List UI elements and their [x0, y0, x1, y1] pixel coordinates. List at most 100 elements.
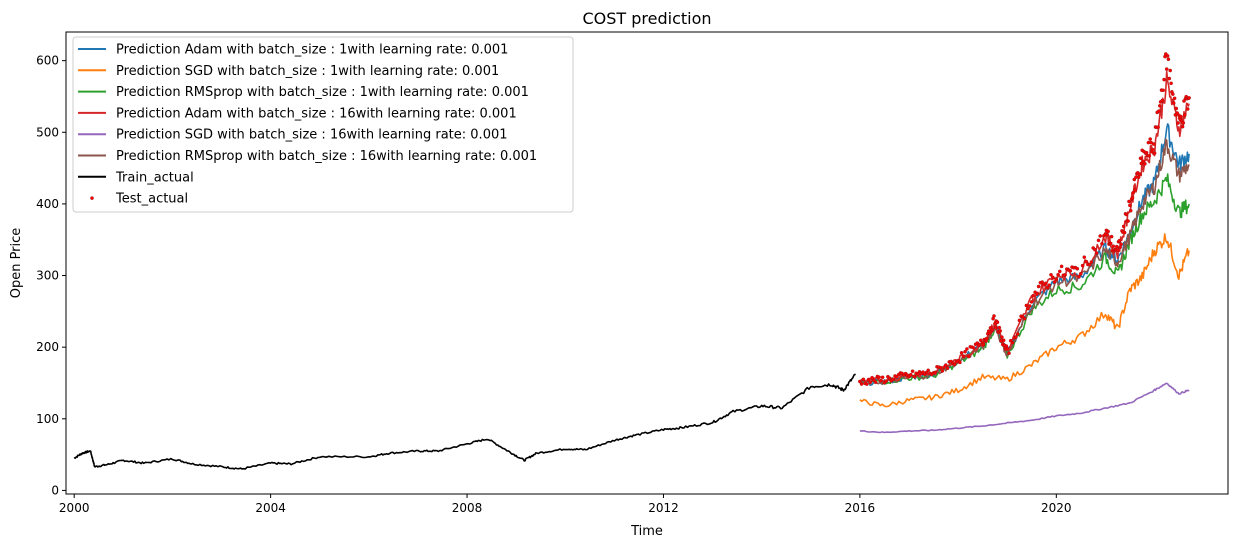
test-actual-point — [1059, 264, 1064, 269]
test-actual-point — [1040, 280, 1044, 284]
test-actual-point — [1157, 109, 1161, 113]
test-actual-point — [1137, 172, 1142, 176]
test-actual-point — [1098, 234, 1102, 238]
test-actual-point — [1108, 241, 1113, 246]
test-actual-point — [1132, 177, 1137, 182]
test-actual-point — [958, 360, 962, 365]
test-actual-point — [880, 375, 885, 380]
test-actual-point — [1138, 156, 1143, 161]
test-actual-point — [1005, 346, 1010, 351]
test-actual-point — [866, 378, 871, 382]
test-actual-point — [1096, 238, 1101, 243]
series-line-prediction-rmsprop-with-batch-size-1with-learning-rate-0-001 — [859, 173, 1190, 386]
test-actual-point — [993, 321, 997, 326]
test-actual-point — [910, 369, 915, 374]
test-actual-point — [1115, 244, 1119, 249]
test-actual-point — [926, 368, 931, 373]
test-actual-point — [963, 349, 967, 354]
test-actual-point — [1185, 107, 1190, 111]
test-actual-point — [1180, 124, 1185, 129]
series-markers-test-actual — [858, 52, 1191, 386]
test-actual-point — [1128, 208, 1133, 213]
test-actual-point — [961, 354, 966, 359]
test-actual-point — [992, 314, 996, 318]
test-actual-point — [994, 325, 998, 330]
test-actual-point — [1035, 292, 1039, 296]
series-line-prediction-sgd-with-batch-size-1with-learning-rate-0-001 — [859, 233, 1190, 408]
test-actual-point — [990, 328, 995, 332]
test-actual-point — [1167, 76, 1172, 81]
plot-area: 2000 2004 2008 2012 2016 2020 0 100 200 300 400 50… — [36, 31, 1229, 515]
test-actual-point — [938, 365, 943, 370]
plot-frame — [65, 31, 1229, 495]
test-actual-point — [1054, 277, 1059, 282]
test-actual-point — [972, 346, 976, 350]
test-actual-point — [1093, 247, 1097, 252]
x-tick-label: 2016 — [845, 501, 876, 515]
test-actual-point — [1105, 233, 1110, 237]
test-actual-point — [977, 343, 981, 348]
series-line-prediction-sgd-with-batch-size-16with-learning-rate-0-001 — [859, 382, 1190, 434]
test-actual-point — [1183, 113, 1187, 117]
test-actual-point — [1171, 92, 1175, 96]
legend-label: Prediction Adam with batch_size : 16with… — [116, 106, 517, 121]
test-actual-point — [1118, 245, 1122, 250]
test-actual-point — [1022, 316, 1027, 321]
test-actual-point — [870, 375, 874, 380]
y-tick-label: 0 — [51, 483, 59, 497]
test-actual-point — [859, 382, 864, 386]
test-actual-point — [1051, 275, 1055, 280]
test-actual-point — [1141, 159, 1145, 164]
test-actual-point — [1174, 106, 1179, 111]
y-tick-label: 100 — [36, 412, 59, 426]
test-actual-point — [873, 380, 878, 385]
test-actual-point — [1119, 242, 1123, 246]
y-tick-label: 500 — [36, 125, 59, 139]
test-actual-point — [959, 350, 964, 355]
y-tick-label: 600 — [36, 54, 59, 68]
test-actual-point — [1117, 238, 1122, 243]
x-tick-label: 2008 — [452, 501, 483, 515]
test-actual-point — [944, 363, 948, 367]
test-actual-point — [1045, 285, 1050, 290]
test-actual-point — [1124, 212, 1129, 217]
test-actual-point — [952, 362, 957, 367]
test-actual-point — [1017, 318, 1022, 323]
test-actual-point — [884, 379, 888, 384]
test-actual-point — [891, 377, 896, 382]
test-actual-point — [1164, 67, 1169, 71]
test-actual-point — [1162, 77, 1166, 82]
test-actual-point — [1169, 81, 1173, 86]
test-actual-point — [1127, 199, 1131, 204]
test-actual-point — [997, 325, 1002, 330]
test-actual-point — [1087, 262, 1092, 267]
y-tick-label: 300 — [36, 269, 59, 283]
x-axis-label: Time — [630, 524, 663, 539]
test-actual-point — [1144, 150, 1149, 155]
test-actual-point — [1151, 142, 1156, 146]
test-actual-point — [1131, 190, 1136, 195]
test-actual-point — [1109, 234, 1114, 239]
test-actual-point — [1121, 224, 1126, 229]
test-actual-point — [1001, 338, 1006, 343]
x-tick-label: 2000 — [59, 501, 90, 515]
x-axis: 2000 2004 2008 2012 2016 2020 — [59, 494, 1072, 515]
test-actual-point — [945, 366, 950, 371]
test-actual-point — [877, 375, 881, 380]
test-actual-point — [1094, 251, 1099, 255]
test-actual-point — [1158, 104, 1162, 108]
test-actual-point — [1130, 196, 1135, 200]
series-line-prediction-adam-with-batch-size-16with-learning-rate-0-001 — [859, 70, 1190, 384]
legend-label: Train_actual — [115, 170, 194, 185]
test-actual-point — [858, 379, 862, 384]
test-actual-point — [1080, 263, 1085, 268]
test-actual-point — [909, 372, 913, 377]
test-actual-point — [1058, 269, 1062, 274]
x-tick-label: 2012 — [648, 501, 679, 515]
test-actual-point — [1089, 260, 1094, 264]
legend-label: Test_actual — [115, 192, 188, 207]
test-actual-point — [1049, 272, 1053, 277]
test-actual-point — [1172, 96, 1177, 101]
series-layer — [73, 52, 1191, 470]
